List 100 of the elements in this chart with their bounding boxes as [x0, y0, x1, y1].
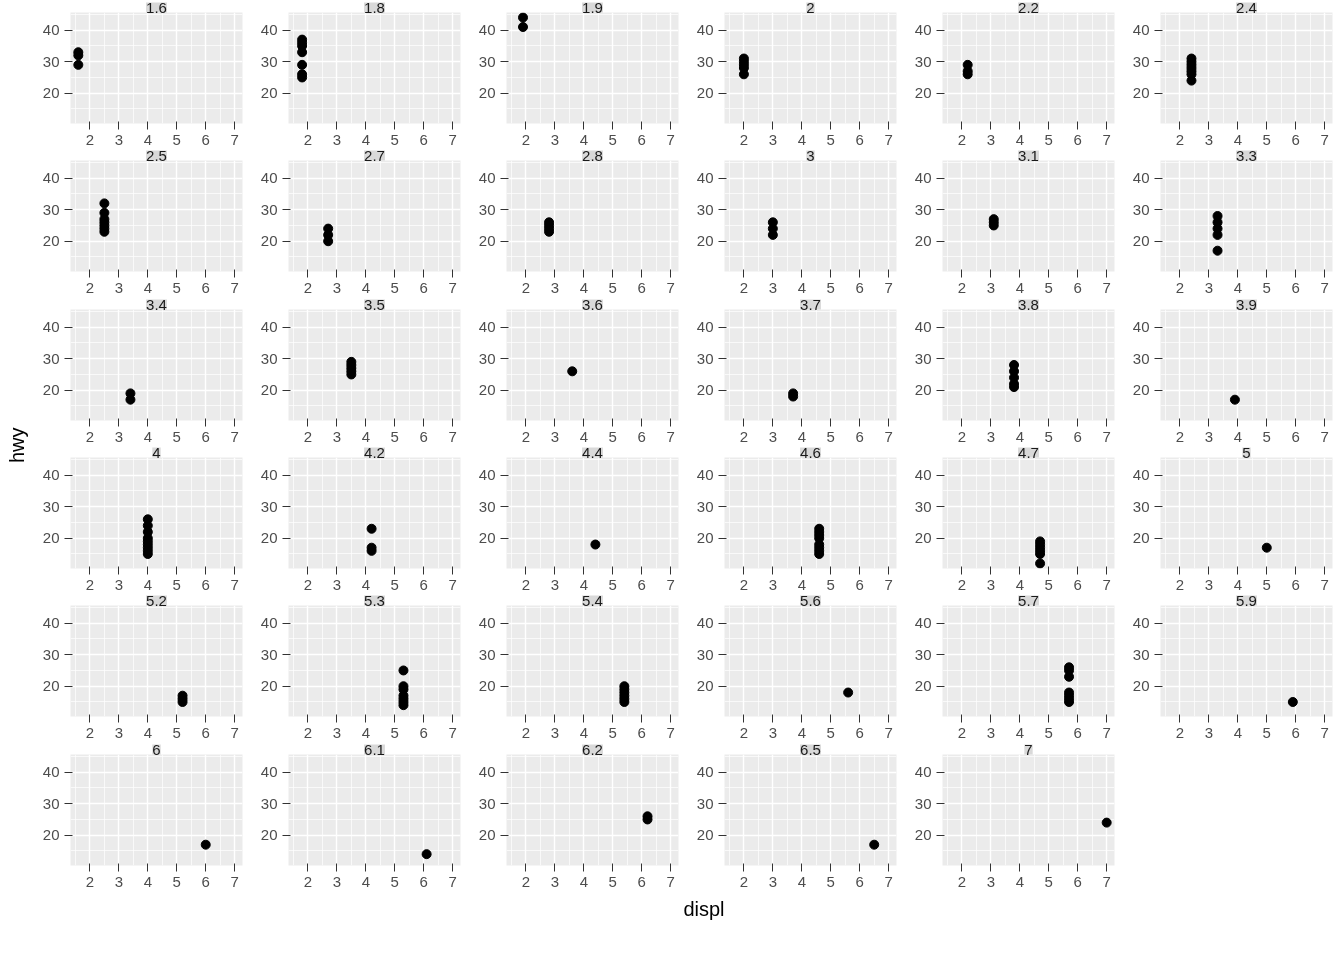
x-tick-label: 4 [361, 278, 370, 296]
y-tick-label: 30 [1132, 497, 1150, 515]
y-tick-label: 20 [914, 677, 932, 695]
y-tick-label: 40 [696, 466, 714, 484]
x-tick-label: 6 [1291, 130, 1300, 148]
chart-title: 6.2 [582, 740, 603, 758]
y-tick-label: 20 [478, 825, 496, 843]
chart-title: 4.7 [1018, 443, 1039, 461]
y-tick-label: 40 [260, 762, 278, 780]
x-tick-label: 5 [1044, 278, 1053, 296]
y-tick-label: 20 [42, 380, 60, 398]
x-tick-label: 6 [419, 278, 428, 296]
y-tick-label: 30 [696, 794, 714, 812]
y-tick-label: 20 [696, 84, 714, 102]
x-tick-label: 3 [986, 723, 996, 741]
y-tick-label: 20 [914, 84, 932, 102]
x-tick-label: 4 [797, 130, 806, 148]
chart-title: 5.4 [582, 591, 603, 609]
x-tick-label: 7 [884, 575, 893, 593]
x-tick-label: 7 [230, 723, 239, 741]
chart-title: 1.8 [364, 0, 385, 16]
chart-title: 4 [152, 443, 161, 461]
x-tick-label: 6 [201, 278, 210, 296]
y-tick-label: 30 [914, 794, 932, 812]
x-tick-label: 3 [768, 723, 778, 741]
x-tick-label: 4 [361, 575, 370, 593]
x-tick-label: 5 [608, 278, 617, 296]
x-tick-label: 6 [637, 130, 646, 148]
y-tick-label: 20 [42, 84, 60, 102]
y-tick-label: 20 [1132, 677, 1150, 695]
x-tick-label: 5 [390, 427, 399, 445]
x-tick-label: 2 [85, 575, 95, 593]
x-tick-label: 5 [1262, 130, 1271, 148]
y-tick-label: 40 [42, 466, 60, 484]
x-tick-label: 4 [1233, 278, 1242, 296]
x-tick-label: 6 [637, 278, 646, 296]
x-tick-label: 5 [826, 723, 835, 741]
x-tick-label: 4 [143, 427, 152, 445]
x-tick-label: 4 [797, 575, 806, 593]
chart-title: 6.1 [364, 740, 385, 758]
y-tick-label: 20 [914, 529, 932, 547]
x-tick-label: 3 [768, 575, 778, 593]
chart-title: 1.6 [146, 0, 167, 16]
y-tick-label: 30 [42, 794, 60, 812]
chart-title: 3.4 [146, 295, 167, 313]
x-tick-label: 7 [448, 723, 457, 741]
x-tick-label: 2 [85, 872, 95, 890]
chart-title: 4.6 [800, 443, 821, 461]
x-tick-label: 2 [739, 427, 749, 445]
y-tick-label: 20 [1132, 232, 1150, 250]
x-tick-label: 2 [521, 575, 531, 593]
x-tick-label: 7 [1102, 130, 1111, 148]
x-tick-label: 6 [419, 427, 428, 445]
x-tick-label: 4 [361, 872, 370, 890]
x-tick-label: 6 [855, 575, 864, 593]
x-tick-label: 3 [768, 872, 778, 890]
x-tick-label: 4 [579, 278, 588, 296]
x-tick-label: 4 [143, 278, 152, 296]
x-tick-label: 4 [1233, 723, 1242, 741]
x-tick-label: 7 [666, 278, 675, 296]
x-tick-label: 4 [1015, 723, 1024, 741]
y-tick-label: 20 [1132, 380, 1150, 398]
x-tick-label: 6 [1291, 723, 1300, 741]
x-tick-label: 4 [579, 575, 588, 593]
x-tick-label: 5 [1044, 427, 1053, 445]
chart-title: 5 [1242, 443, 1251, 461]
y-tick-label: 30 [260, 201, 278, 219]
x-tick-label: 6 [1291, 278, 1300, 296]
x-tick-label: 6 [855, 278, 864, 296]
x-tick-label: 5 [390, 872, 399, 890]
chart-title: 2.7 [364, 146, 385, 164]
y-tick-label: 40 [1132, 169, 1150, 187]
y-tick-label: 40 [478, 21, 496, 39]
x-tick-label: 2 [739, 872, 749, 890]
x-tick-label: 3 [114, 427, 124, 445]
y-tick-label: 20 [696, 677, 714, 695]
y-tick-label: 30 [260, 646, 278, 664]
x-tick-label: 6 [1073, 872, 1082, 890]
x-tick-label: 7 [1320, 575, 1329, 593]
chart-title: 3.8 [1018, 295, 1039, 313]
x-tick-label: 4 [1233, 427, 1242, 445]
x-tick-label: 7 [666, 427, 675, 445]
x-tick-label: 4 [579, 130, 588, 148]
chart-title: 4.4 [582, 443, 603, 461]
y-tick-label: 30 [260, 794, 278, 812]
x-tick-label: 5 [1044, 723, 1053, 741]
x-tick-label: 6 [419, 130, 428, 148]
x-tick-label: 6 [1073, 278, 1082, 296]
chart-title: 2 [806, 0, 815, 16]
y-tick-label: 40 [260, 466, 278, 484]
y-tick-label: 20 [914, 825, 932, 843]
y-tick-label: 30 [696, 349, 714, 367]
x-tick-label: 2 [303, 723, 313, 741]
x-tick-label: 4 [797, 723, 806, 741]
x-tick-label: 6 [201, 723, 210, 741]
y-tick-label: 40 [42, 317, 60, 335]
chart-title: 6 [152, 740, 161, 758]
y-tick-label: 40 [696, 317, 714, 335]
x-axis-title: displ [683, 897, 725, 922]
y-tick-label: 40 [478, 466, 496, 484]
